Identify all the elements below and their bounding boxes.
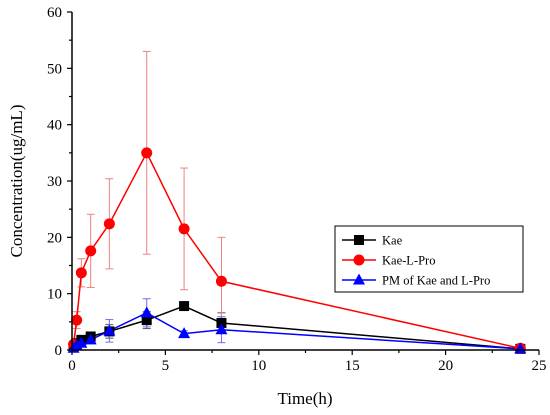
data-point [215,323,228,335]
data-point [216,317,227,328]
data-point [75,336,88,348]
series-line-0 [72,305,521,350]
legend-box [334,225,524,293]
x-tick-label: 5 [162,358,170,374]
legend-label: PM of Kae and L-Pro [382,274,490,288]
data-point [141,147,153,159]
legend-label: Kae-L-Pro [382,254,435,268]
data-point [140,306,153,318]
x-axis-title: Time(h) [277,389,332,408]
y-tick-label: 20 [47,230,62,246]
y-tick-label: 50 [47,61,62,77]
x-tick-label: 10 [251,358,266,374]
data-point [103,218,115,230]
data-point [215,275,227,287]
data-point [178,223,190,235]
legend-marker [354,235,364,245]
x-tick-label: 15 [345,358,360,374]
x-tick-label: 20 [438,358,453,374]
data-point [179,301,190,312]
x-tick-label: 0 [68,358,76,374]
y-tick-label: 30 [47,174,62,190]
legend-marker [353,254,365,266]
y-axis-title: Concentration(ug/mL) [7,105,26,258]
data-point [141,315,152,326]
data-point [85,245,97,257]
axes [71,12,539,351]
axis-ticks: 0 5 10 15 20 25 0 10 20 30 40 50 60 [47,5,547,374]
legend-marker [353,273,365,285]
data-point [103,324,116,336]
data-point [178,327,191,339]
y-tick-label: 10 [47,287,62,303]
data-point [75,267,87,279]
data-point [84,333,97,345]
error-bars [69,50,525,350]
x-tick-label: 25 [532,358,547,374]
y-tick-label: 40 [47,118,62,134]
y-tick-label: 60 [47,5,62,21]
data-point [71,314,83,326]
legend: Kae Kae-L-Pro PM of Kae and L-Pro [334,225,524,293]
y-tick-label: 0 [55,343,63,359]
legend-label: Kae [382,234,403,248]
